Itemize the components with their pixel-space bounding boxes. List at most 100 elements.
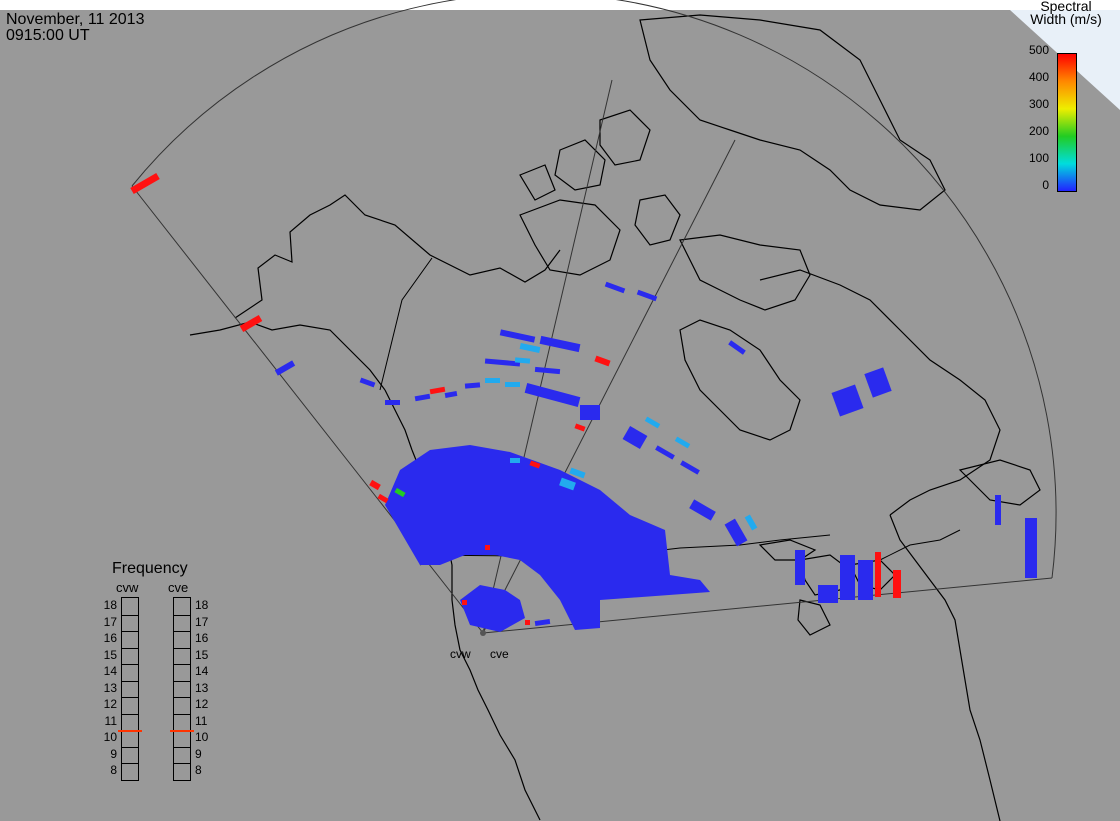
scatter-cell — [385, 400, 400, 405]
scatter-cell — [462, 600, 467, 605]
scatter-cell — [464, 382, 481, 389]
scatter-cell — [499, 329, 536, 343]
scatter-cell — [559, 477, 576, 491]
frequency-tick: 9 — [110, 746, 117, 761]
frequency-tick: 10 — [195, 730, 209, 744]
frequency-tick: 13 — [195, 680, 209, 695]
date-label: November, 11 2013 — [6, 11, 145, 28]
scatter-cell — [444, 390, 458, 399]
scatter-cell — [674, 436, 691, 449]
colorbar-tick-500: 500 — [1028, 43, 1049, 57]
scatter-cell — [680, 460, 700, 475]
scatter-cell — [505, 382, 520, 387]
scatter-cell — [724, 518, 748, 547]
scatter-cell — [529, 460, 541, 469]
scatter-cell — [636, 289, 658, 302]
scatter-cell — [385, 445, 710, 630]
frequency-tick: 12 — [103, 697, 117, 711]
scatter-cell — [524, 383, 581, 407]
scatter-cell — [594, 355, 611, 367]
scatter-cell — [377, 493, 389, 504]
colorbar-tick-400: 400 — [1028, 70, 1049, 84]
frequency-scale-cve — [170, 597, 194, 781]
frequency-tick: 18 — [103, 598, 117, 612]
time-label: 0915:00 UT — [6, 27, 90, 44]
scatter-cell — [995, 495, 1001, 525]
site-label-cve: cve — [490, 647, 509, 661]
scatter-cell — [414, 393, 431, 402]
scatter-cell — [539, 335, 581, 353]
scatter-cell — [728, 340, 746, 355]
scatter-cell — [484, 358, 521, 367]
scatter-cell — [622, 426, 648, 449]
frequency-tick: 17 — [103, 614, 117, 629]
scatter-cell — [394, 487, 406, 498]
frequency-tick: 12 — [195, 697, 209, 711]
scatter-cell — [795, 550, 805, 585]
scatter-cell — [875, 552, 881, 597]
scatter-cell — [569, 467, 586, 479]
radar-site-marker — [480, 630, 486, 636]
frequency-tick: 15 — [195, 647, 209, 662]
scatter-cell — [580, 405, 600, 420]
frequency-tick: 8 — [110, 763, 117, 777]
scatter-cell — [525, 620, 530, 625]
scatter-cell — [239, 314, 263, 333]
frequency-marker-cvw — [118, 730, 142, 732]
scatter-cell — [534, 366, 561, 375]
scatter-cell — [534, 618, 551, 627]
frequency-tick: 11 — [104, 713, 117, 728]
frequency-tick: 8 — [195, 763, 202, 777]
scatter-cell — [864, 367, 892, 398]
backscatter-data — [130, 172, 1037, 632]
colorbar-title-1: Spectral — [1040, 0, 1092, 14]
frequency-head-cvw: cvw — [116, 580, 139, 595]
frequency-tick: 15 — [103, 647, 117, 662]
frequency-tick: 14 — [195, 664, 209, 678]
colorbar-tick-200: 200 — [1028, 124, 1049, 138]
scatter-cell — [460, 585, 525, 632]
scatter-cell — [130, 172, 160, 195]
scatter-cell — [519, 342, 541, 354]
scatter-cell — [574, 423, 586, 432]
frequency-scale-cvw — [118, 597, 142, 781]
scatter-cell — [1025, 518, 1037, 578]
site-label-cvw: cvw — [450, 647, 471, 661]
scatter-cell — [274, 360, 296, 376]
scatter-cell — [831, 384, 864, 417]
frequency-head-cve: cve — [168, 580, 189, 595]
scatter-cell — [818, 585, 838, 603]
scatter-cell — [514, 357, 531, 364]
colorbar — [1057, 53, 1077, 192]
frequency-tick: 16 — [195, 631, 209, 645]
scatter-cell — [429, 386, 446, 395]
colorbar-tick-0: 0 — [1042, 178, 1049, 192]
scatter-cell — [840, 555, 855, 600]
scatter-cell — [744, 514, 758, 531]
scatter-cell — [369, 479, 381, 491]
frequency-tick: 9 — [195, 746, 202, 761]
scatter-cell — [485, 378, 500, 383]
scatter-cell — [655, 445, 675, 460]
scatter-cell — [644, 416, 661, 429]
frequency-tick: 18 — [195, 598, 209, 612]
frequency-tick: 13 — [103, 680, 117, 695]
scatter-cell — [689, 499, 716, 521]
scatter-cell — [604, 281, 626, 294]
colorbar-tick-100: 100 — [1028, 151, 1049, 165]
frequency-marker-cve — [170, 730, 194, 732]
scatter-cell — [359, 377, 376, 388]
frequency-tick: 16 — [103, 631, 117, 645]
scatter-cell — [485, 545, 490, 550]
frequency-tick: 10 — [103, 730, 117, 744]
colorbar-title-2: Width (m/s) — [1030, 11, 1102, 27]
frequency-title: Frequency — [112, 560, 188, 577]
scatter-cell — [510, 458, 520, 463]
frequency-tick: 14 — [103, 664, 117, 678]
frequency-tick: 11 — [195, 713, 208, 728]
scatter-cell — [858, 560, 873, 600]
frequency-tick: 17 — [195, 614, 209, 629]
colorbar-tick-300: 300 — [1028, 97, 1049, 111]
